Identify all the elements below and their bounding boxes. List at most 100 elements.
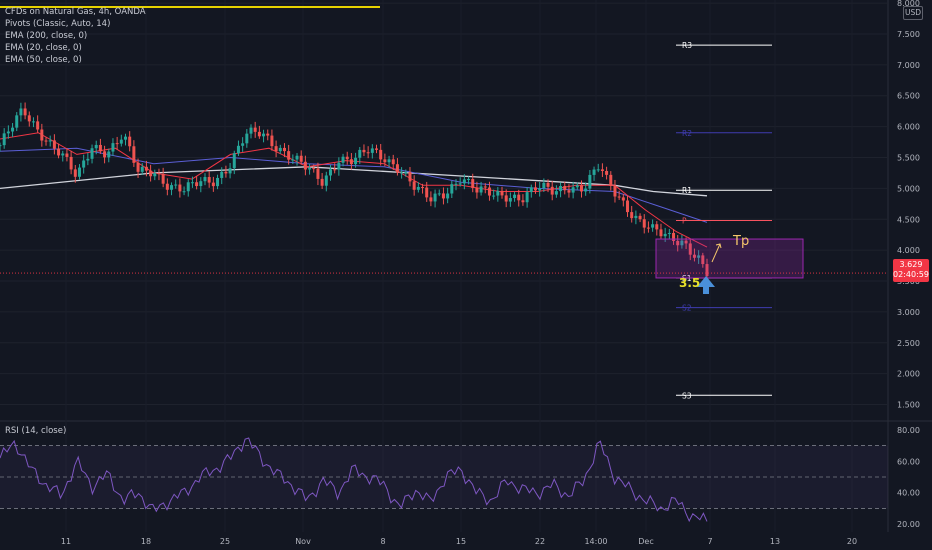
candle-body xyxy=(312,168,316,170)
candle-body xyxy=(588,174,592,189)
time-tick-label: 14:00 xyxy=(584,537,607,546)
candle-body xyxy=(165,183,169,190)
time-axis[interactable]: 11 18 25 Nov 8 15 22 14:00 Dec 7 13 20 xyxy=(61,537,857,546)
current-price-value: 3.629 xyxy=(899,260,923,269)
pivot-label-s2: S2 xyxy=(682,304,692,313)
candle-body xyxy=(421,186,425,188)
time-tick-label: 18 xyxy=(141,537,151,546)
candle-body xyxy=(337,162,341,170)
candle-body xyxy=(400,172,404,174)
candle-body xyxy=(236,145,240,154)
candle-body xyxy=(408,172,412,182)
candle-body xyxy=(282,147,286,152)
candle-body xyxy=(446,193,450,199)
price-tick-label: 1.500 xyxy=(897,401,920,410)
candle-body xyxy=(345,156,349,160)
candle-body xyxy=(333,169,337,171)
indicator-ema-200[interactable]: EMA (200, close, 0) xyxy=(5,31,88,41)
indicator-ema-50[interactable]: EMA (50, close, 0) xyxy=(5,55,82,65)
candle-body xyxy=(128,136,132,147)
price-tick-label: 3.000 xyxy=(897,308,920,317)
candle-body xyxy=(115,143,119,145)
candle-body xyxy=(600,169,604,171)
candle-body xyxy=(73,169,77,177)
candle-body xyxy=(119,139,123,144)
candle-body xyxy=(450,184,454,194)
candle-body xyxy=(216,177,220,187)
candle-body xyxy=(136,162,140,172)
tp-label: Tp xyxy=(732,234,749,249)
candle-body xyxy=(316,168,320,179)
pivot-label-r2: R2 xyxy=(682,129,692,138)
candle-body xyxy=(416,186,420,190)
candle-body xyxy=(23,108,27,116)
candle-body xyxy=(458,183,462,185)
candle-body xyxy=(174,184,178,186)
crosshair-highlight xyxy=(0,6,380,8)
candle-body xyxy=(82,160,86,168)
candle-body xyxy=(86,158,90,161)
candle-body xyxy=(663,233,667,237)
candle-body xyxy=(349,159,353,165)
candle-body xyxy=(538,188,542,191)
candle-body xyxy=(454,183,458,185)
candle-body xyxy=(295,155,299,160)
rsi-pane: 80.00 60.00 40.00 20.00 xyxy=(0,426,920,529)
price-axis[interactable]: 8.000 7.500 7.000 6.500 6.000 5.500 5.000 4.500… xyxy=(897,0,920,410)
pivot-label-r1: R1 xyxy=(682,186,692,195)
candle-body xyxy=(90,148,94,159)
rsi-legend[interactable]: RSI (14, close) xyxy=(5,426,67,436)
candle-body xyxy=(667,232,671,234)
candle-body xyxy=(36,121,40,130)
candle-body xyxy=(375,148,379,150)
candle-body xyxy=(15,115,19,128)
candle-body xyxy=(178,184,182,192)
candle-body xyxy=(517,194,521,201)
candle-body xyxy=(546,182,550,187)
price-tick-label: 6.500 xyxy=(897,92,920,101)
time-tick-label: 11 xyxy=(61,537,71,546)
candle-body xyxy=(646,227,650,229)
candle-body xyxy=(379,149,383,160)
candle-body xyxy=(429,197,433,202)
candle-body xyxy=(701,255,705,265)
currency-badge[interactable]: USD xyxy=(903,6,923,20)
candle-body xyxy=(617,196,621,198)
candle-body xyxy=(605,170,609,175)
candle-body xyxy=(521,200,525,203)
candle-body xyxy=(341,156,345,163)
indicator-pivots[interactable]: Pivots (Classic, Auto, 14) xyxy=(5,19,111,29)
rsi-tick-label: 80.00 xyxy=(897,426,920,435)
candle-body xyxy=(500,190,504,196)
candle-body xyxy=(31,121,35,123)
candle-body xyxy=(692,254,696,258)
candle-body xyxy=(433,193,437,202)
rsi-line xyxy=(0,437,708,523)
indicator-ema-20[interactable]: EMA (20, close, 0) xyxy=(5,43,82,53)
candle-body xyxy=(157,173,161,175)
candle-body xyxy=(630,212,634,219)
price-tick-label: 5.000 xyxy=(897,184,920,193)
tp-arrow-line xyxy=(711,243,721,263)
candle-body xyxy=(462,179,466,184)
candle-body xyxy=(132,146,136,163)
candle-body xyxy=(77,167,81,177)
candle-body xyxy=(44,140,48,142)
candle-body xyxy=(103,151,107,158)
candle-body xyxy=(563,185,567,191)
time-tick-label: 8 xyxy=(380,537,385,546)
candle-body xyxy=(554,191,558,195)
candle-body xyxy=(672,232,676,241)
candle-body xyxy=(542,182,546,189)
time-tick-label: 25 xyxy=(220,537,230,546)
candle-body xyxy=(253,127,257,132)
candle-body xyxy=(291,159,295,161)
candle-body xyxy=(471,179,475,188)
candle-body xyxy=(241,143,245,146)
candle-body xyxy=(395,164,399,173)
candle-body xyxy=(688,243,692,255)
chart-title[interactable]: CFDs on Natural Gas, 4h, OANDA xyxy=(5,7,146,17)
price-tick-label: 2.500 xyxy=(897,339,920,348)
target-box xyxy=(655,238,804,279)
